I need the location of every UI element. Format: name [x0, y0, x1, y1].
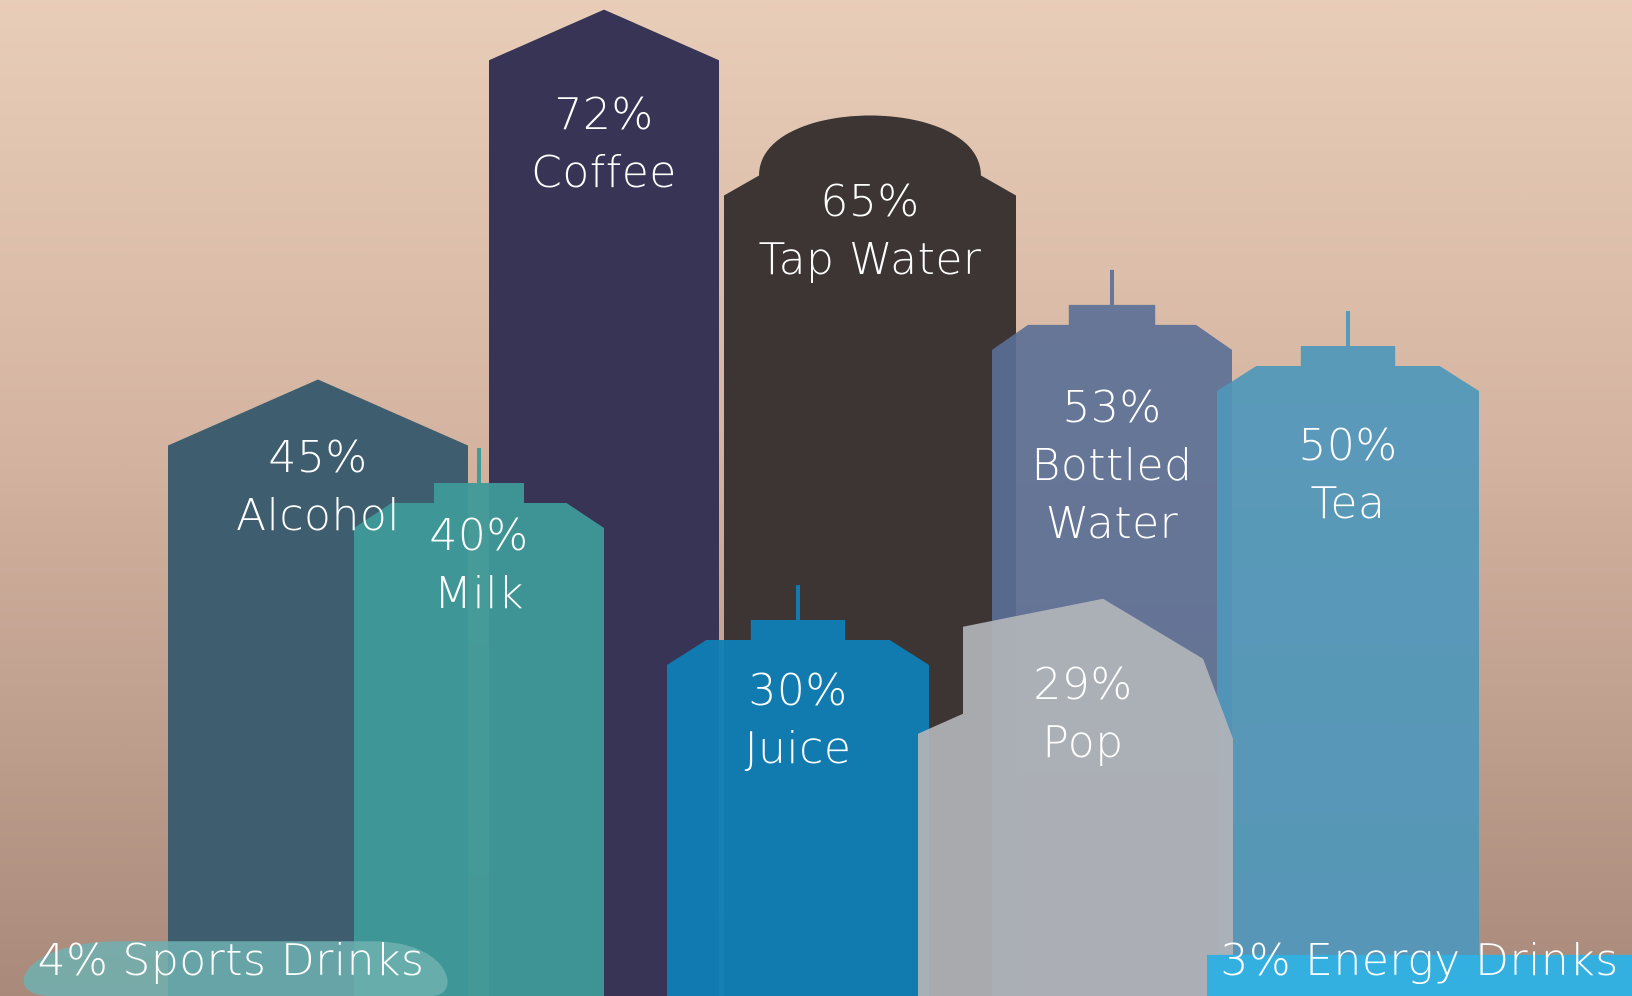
value-label: 50%	[1298, 420, 1398, 471]
building-bar	[1217, 311, 1479, 996]
building-bar	[23, 941, 448, 996]
category-label: Pop	[1042, 716, 1124, 768]
building-bar	[1207, 954, 1632, 996]
value-label: 53%	[1062, 381, 1162, 433]
building-label: 72% Coffee	[489, 86, 719, 202]
building-bar	[667, 585, 929, 996]
building-label: 40% Milk	[354, 507, 604, 623]
building-label: 50% Tea	[1217, 417, 1479, 533]
value-label: 30%	[748, 665, 848, 716]
category-label: Juice	[744, 723, 852, 774]
category-label: Coffee	[531, 146, 677, 198]
category-label: Tap Water	[758, 233, 982, 285]
building-label: 45% Alcohol	[168, 429, 468, 545]
value-label: 65%	[820, 175, 920, 227]
value-label: 4%	[37, 935, 109, 986]
building-bar	[354, 448, 604, 996]
value-label: 3%	[1220, 935, 1292, 986]
building-bar	[918, 598, 1233, 996]
building-label: 3% Energy Drinks	[1207, 932, 1632, 990]
value-label: 45%	[268, 431, 368, 483]
building-label: 53% Bottled Water	[992, 379, 1232, 553]
category-label: Bottled Water	[1031, 439, 1193, 549]
category-label: Energy Drinks	[1305, 935, 1619, 986]
value-label: 29%	[1033, 658, 1133, 710]
category-label: Tea	[1310, 478, 1386, 529]
value-label: 72%	[554, 88, 654, 140]
building-label: 65% Tap Water	[724, 173, 1016, 289]
category-label: Milk	[434, 568, 524, 619]
building-label: 4% Sports Drinks	[10, 932, 452, 990]
category-label: Sports Drinks	[122, 935, 425, 986]
category-label: Alcohol	[236, 489, 400, 541]
building-label: 29% Pop	[963, 656, 1203, 772]
building-label: 30% Juice	[667, 662, 929, 778]
value-label: 40%	[429, 510, 529, 561]
